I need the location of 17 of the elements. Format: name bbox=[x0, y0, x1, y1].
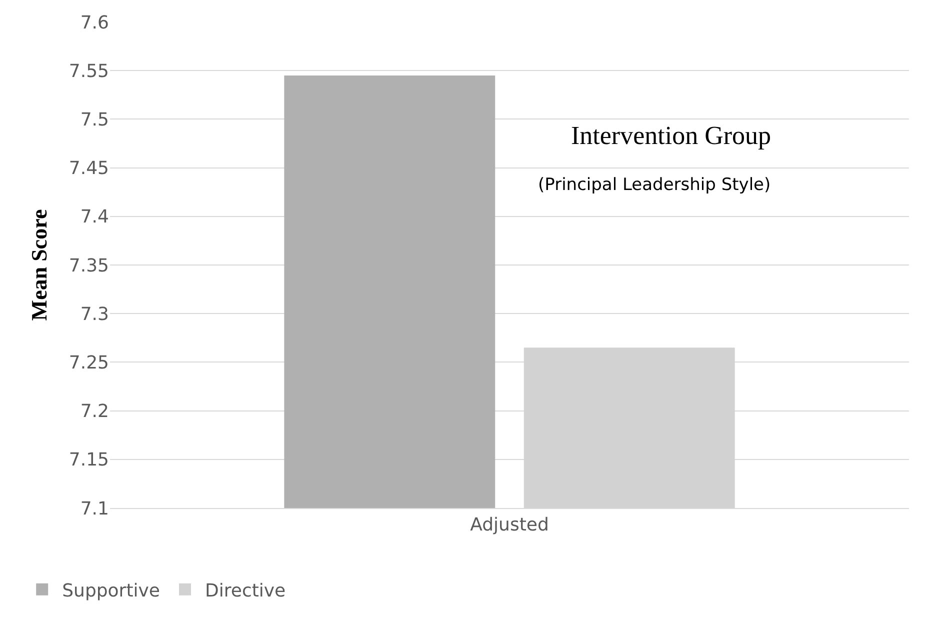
y-tick-label: 7.35 bbox=[68, 255, 109, 276]
y-tick-label: 7.1 bbox=[80, 498, 109, 520]
y-tick-label: 7.2 bbox=[80, 401, 109, 422]
legend-label: Supportive bbox=[62, 580, 160, 602]
y-tick-label: 7.5 bbox=[80, 110, 109, 130]
y-tick-label: 7.25 bbox=[68, 352, 109, 374]
y-tick-label: 7.4 bbox=[80, 206, 109, 228]
annotation: (Principal Leadership Style) bbox=[538, 175, 771, 195]
y-tick-label: 7.3 bbox=[80, 304, 109, 325]
y-tick-label: 7.55 bbox=[68, 60, 109, 82]
legend-label: Directive bbox=[205, 580, 286, 602]
x-tick-label: Adjusted bbox=[470, 514, 549, 536]
annotation: Intervention Group bbox=[571, 121, 772, 150]
y-tick-label: 7.15 bbox=[68, 450, 109, 471]
y-tick-label: 7.45 bbox=[68, 158, 109, 180]
y-tick-label: 7.6 bbox=[80, 12, 109, 34]
y-axis-title: Mean Score bbox=[26, 209, 52, 321]
